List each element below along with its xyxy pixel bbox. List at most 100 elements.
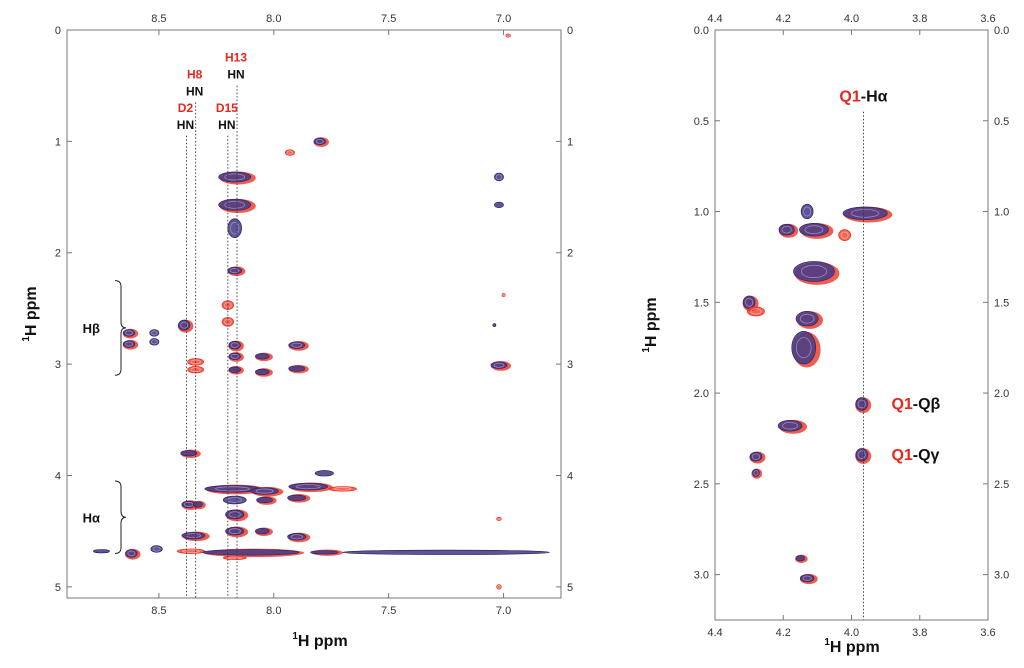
peak [313,137,329,147]
peak [749,451,766,464]
peak [228,352,244,362]
peak-contour-blue [793,261,835,282]
peak [838,229,852,241]
peak [842,206,893,223]
y-tick-label-left: 0 [55,25,61,37]
peak-contour-blue [228,366,241,373]
x-tick-label-bottom: 4.0 [844,627,859,639]
peak [227,218,242,239]
y-tick-label-left: 5 [55,582,61,594]
peak-contour-ring [495,174,503,180]
group-label: Hα [83,510,100,525]
peak-contour-blue [225,509,245,520]
peak-contour-blue [791,331,817,365]
peak-contour-ring [800,264,828,278]
peak-contour-ring [506,34,510,37]
peak-contour-ring [125,330,133,336]
full-spectrum-ticks: 8.5 8.5 8.0 8.0 7.5 7.5 7.0 7.0 0 0 1 1 2 2 3 3 4 4 5 5 [55,13,573,617]
peak-annotation: Q1-Qγ [891,447,939,464]
peak [256,496,277,505]
peak-contour-ring [228,528,241,534]
peak-contour-blue [218,171,252,183]
peak-contour-ring [182,549,200,553]
y-tick-label-right: 3.0 [994,570,1009,582]
peak-contour-ring [857,399,866,409]
peak [342,549,550,555]
peak-contour-ring [315,138,324,144]
residue-label: H8 [187,67,203,81]
residue-label: H13 [225,51,247,65]
peak [149,338,160,346]
x-tick-label-top: 7.0 [496,13,511,25]
peak [795,311,824,329]
y-tick-label-left: 2.0 [694,388,709,400]
peak-contour-blue [227,218,242,239]
y-tick-label-right: 0 [567,25,573,37]
peak [747,306,765,317]
peak-contour-blue [288,365,306,372]
annotation-atom: -Hα [861,89,888,106]
peak-contour-blue [749,451,763,462]
peak [284,149,295,156]
peak-contour-red [747,306,765,317]
hn-label: HN [227,68,244,82]
y-tick-label-left: 0.5 [694,116,709,128]
y-tick-label-left: 1.5 [694,297,709,309]
peak [255,368,273,377]
peak [180,449,201,459]
peak [222,555,247,560]
y-tick-label-left: 3.0 [694,570,709,582]
peak [496,516,502,521]
peak [494,201,504,208]
y-tick-label-right: 0.5 [994,116,1009,128]
x-tick-label-top: 7.5 [381,13,396,25]
peak [799,573,818,585]
peak [218,171,256,185]
peak-contour-ring [750,308,762,315]
full-spectrum-guides: D2 HN H8 HN D15 HN H13 HN Hβ Hα [83,51,247,598]
peak [255,527,273,537]
peak [250,486,284,497]
peak [778,223,799,238]
x-tick-label-bottom: 7.0 [496,605,511,617]
hn-label: HN [177,118,194,132]
zoomed-spectrum-y-axis-label: 1H ppm [641,297,660,352]
peak [310,549,344,556]
residue-label: D15 [216,101,238,115]
peak-contour-ring [180,321,189,329]
peak [490,361,512,371]
peak [791,331,821,368]
peak [202,548,305,558]
peak-contour-ring [228,511,241,518]
zoomed-spectrum-panel: 4.44.44.24.24.04.03.83.83.63.60.0 0.00.5 0… [641,13,1009,656]
peak-contour-blue [778,223,795,236]
y-tick-label-left: 2 [55,248,61,260]
annotation-residue: Q1 [839,89,860,106]
full-spectrum-x-axis-label: 1H ppm [292,631,347,650]
peak [287,494,311,503]
peak-annotation: Q1-Hα [839,89,887,106]
x-tick-label-top: 8.5 [151,13,166,25]
peak-contour-ring [745,298,754,307]
peak-contour-ring [230,342,239,348]
y-tick-label-left: 2.5 [694,479,709,491]
zoomed-spectrum-peaks [742,203,893,585]
peak-contour-ring [255,488,274,494]
peak-contour-ring [152,546,161,552]
peak-contour-blue [855,448,869,462]
y-tick-label-right: 2 [567,248,573,260]
peak-contour-ring [782,422,798,430]
peak-contour-blue [777,419,803,432]
group-label: Hβ [83,321,100,336]
peak-contour-ring [795,337,812,359]
peak [494,172,504,182]
y-tick-label-right: 2.0 [994,388,1009,400]
peak [793,261,840,285]
hn-label: HN [186,84,203,98]
peak-contour-ring [227,556,242,560]
peak-contour-ring [291,342,303,348]
peak-contour-ring [497,585,501,589]
x-tick-label-bottom: 8.0 [266,605,281,617]
peak-contour-blue [310,550,339,555]
x-tick-label-bottom: 3.6 [980,627,995,639]
